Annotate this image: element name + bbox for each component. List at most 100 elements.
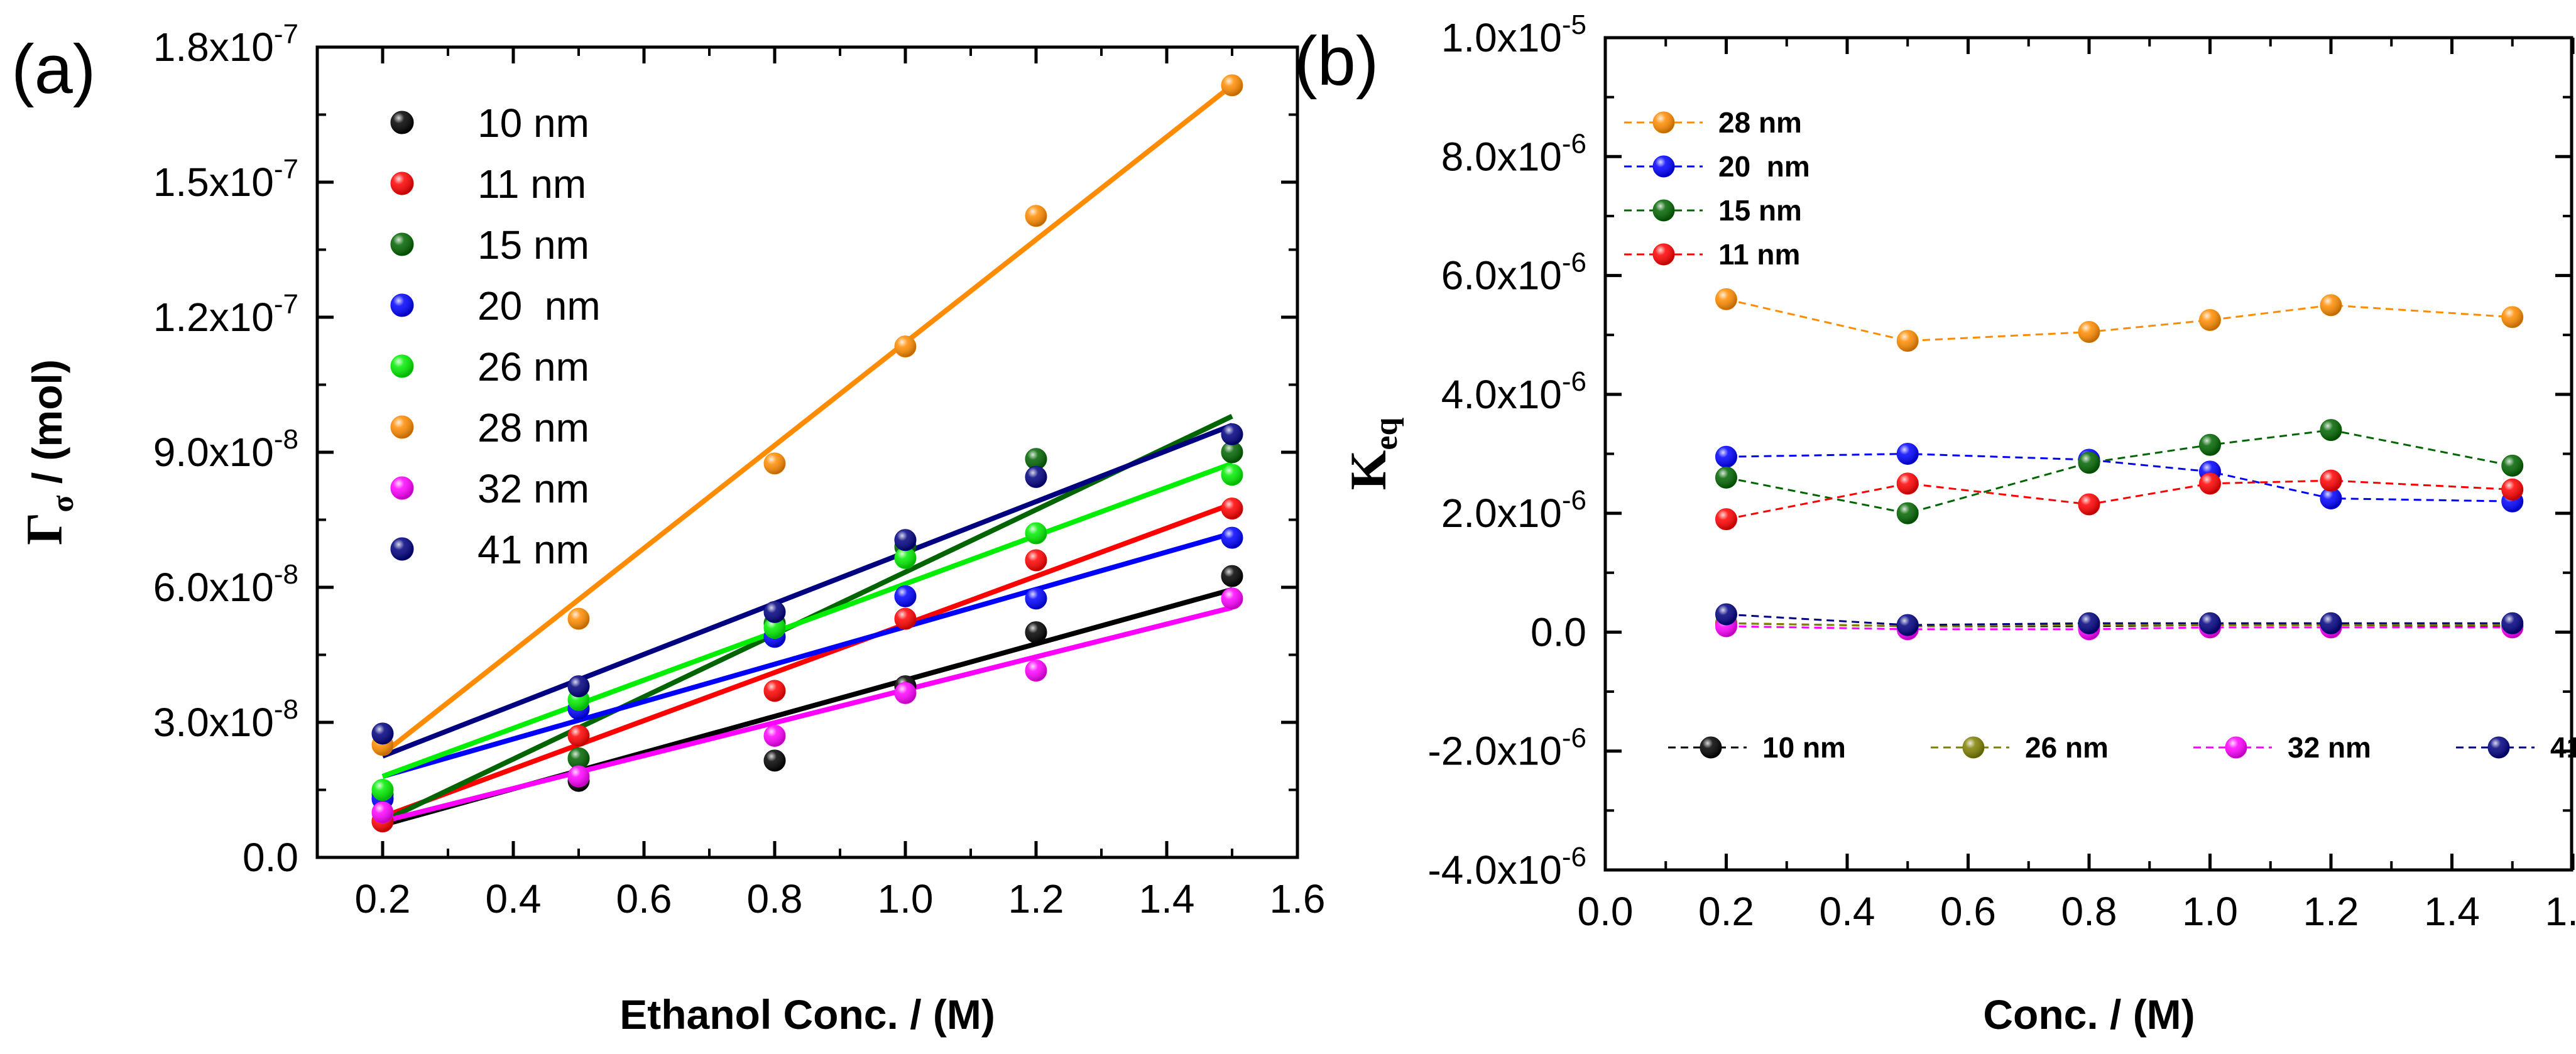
- data-point-15-nm: [1715, 466, 1737, 489]
- y-tick-label-exponent: -6: [1562, 723, 1586, 754]
- y-tick-label-mantissa: 9.0x10: [153, 430, 274, 475]
- data-point-32-nm-shine: [895, 682, 916, 704]
- data-point-41-nm: [567, 675, 590, 698]
- legend-marker-shine: [391, 477, 413, 499]
- data-point-32-nm: [1221, 587, 1243, 610]
- data-point-15-nm: [2320, 419, 2342, 442]
- data-point-41-nm: [1025, 465, 1047, 488]
- y-axis-title-subscript: eq: [1368, 418, 1404, 450]
- x-tick-label: 0.2: [355, 876, 411, 921]
- legend-marker: [390, 111, 414, 134]
- data-point-28-nm: [1715, 288, 1737, 310]
- data-point-41-nm-shine: [1897, 614, 1919, 636]
- data-point-28-nm: [1221, 74, 1243, 97]
- data-point-20-nm: [1896, 443, 1919, 465]
- legend-marker-shine: [391, 294, 413, 317]
- legend-label: 41 nm: [478, 527, 589, 572]
- y-tick-label-mantissa: 4.0x10: [1441, 372, 1562, 417]
- legend-marker: [1652, 111, 1675, 134]
- y-tick-label: -4.0x10-6: [1427, 842, 1586, 893]
- data-point-11-nm-shine: [1897, 472, 1919, 494]
- data-point-10-nm-shine: [1221, 565, 1243, 587]
- y-tick-label-mantissa: 2.0x10: [1441, 491, 1562, 536]
- data-point-32-nm-shine: [1221, 587, 1243, 609]
- data-point-20-nm: [1025, 587, 1047, 610]
- data-point-10-nm-shine: [764, 749, 785, 771]
- y-tick-label-exponent: -5: [1562, 9, 1586, 40]
- legend-marker-shine: [1653, 112, 1674, 133]
- data-point-41-nm: [2199, 612, 2221, 634]
- legend-label: 32 nm: [2288, 731, 2371, 764]
- data-point-15-nm: [2501, 454, 2524, 477]
- y-tick-label-mantissa: 8.0x10: [1441, 134, 1562, 179]
- data-point-32-nm: [894, 682, 917, 704]
- data-point-15-nm: [2078, 452, 2100, 474]
- data-point-41-nm-shine: [1221, 423, 1243, 445]
- data-point-20-nm-shine: [1897, 443, 1919, 465]
- data-point-10-nm: [1221, 565, 1243, 587]
- y-tick-label: 0.0: [243, 835, 298, 880]
- legend-label: 20 nm: [1718, 150, 1810, 183]
- y-tick-label-mantissa: -2.0x10: [1427, 729, 1561, 774]
- data-point-28-nm: [2078, 320, 2100, 343]
- data-point-11-nm: [1715, 508, 1737, 531]
- legend-marker-shine: [1653, 244, 1674, 265]
- x-tick-label: 1.6: [2545, 889, 2576, 934]
- y-tick-label: 1.2x10-7: [153, 289, 298, 340]
- panel-b: 0.00.20.40.60.81.01.21.41.6-4.0x10-6-2.0…: [1294, 9, 2576, 1038]
- y-tick-label-mantissa: 1.0x10: [1441, 15, 1562, 60]
- data-point-41-nm-shine: [372, 722, 393, 744]
- data-point-20-nm-shine: [1025, 587, 1047, 609]
- data-point-28-nm-shine: [2501, 306, 2523, 328]
- data-point-15-nm-shine: [1221, 442, 1243, 463]
- data-point-32-nm-shine: [372, 801, 393, 823]
- fit-line-41-nm: [381, 423, 1233, 759]
- legend-label: 11 nm: [478, 161, 586, 207]
- y-tick-label-mantissa: 0.0: [1531, 609, 1586, 655]
- legend-marker-shine: [1653, 156, 1674, 177]
- legend-label: 28 nm: [1718, 106, 1802, 139]
- legend-marker: [2225, 736, 2247, 759]
- data-point-15-nm-shine: [1025, 448, 1047, 470]
- data-point-41-nm-shine: [764, 601, 785, 623]
- data-point-28-nm-shine: [764, 452, 785, 474]
- legend-label: 28 nm: [478, 405, 589, 450]
- data-point-41-nm-shine: [2501, 612, 2523, 634]
- series-line-15-nm: [1726, 429, 2513, 514]
- data-point-41-nm: [371, 722, 394, 745]
- data-point-32-nm-shine: [1025, 660, 1047, 682]
- legend-marker: [2487, 736, 2510, 759]
- legend-marker: [390, 171, 414, 195]
- data-point-26-nm-shine: [372, 779, 393, 801]
- series-line-28-nm: [1726, 298, 2513, 342]
- y-tick-label-exponent: -7: [274, 154, 298, 185]
- y-tick-label: 6.0x10-8: [153, 559, 298, 610]
- y-tick-label: 2.0x10-6: [1441, 485, 1586, 536]
- y-tick-label-exponent: -6: [1562, 485, 1586, 516]
- legend-label: 26 nm: [2025, 731, 2109, 764]
- data-point-32-nm: [763, 725, 786, 747]
- data-point-41-nm-shine: [1715, 604, 1737, 626]
- data-point-26-nm-shine: [1025, 523, 1047, 544]
- series-line-20-nm: [1726, 452, 2513, 503]
- data-point-26-nm: [1221, 464, 1243, 486]
- y-tick-label: 4.0x10-6: [1441, 366, 1586, 417]
- data-point-32-nm: [371, 801, 394, 823]
- data-point-41-nm: [2320, 612, 2342, 634]
- data-point-28-nm: [2320, 294, 2342, 317]
- data-point-26-nm: [1025, 522, 1047, 545]
- legend-label: 11 nm: [1718, 238, 1800, 271]
- data-point-20-nm-shine: [1715, 446, 1737, 468]
- data-point-26-nm-shine: [764, 617, 785, 639]
- x-tick-label: 1.2: [2303, 889, 2359, 934]
- data-point-20-nm: [2320, 487, 2342, 509]
- y-axis-title-a: Γσ / (mol): [16, 359, 80, 545]
- x-tick-label: 0.6: [616, 876, 672, 921]
- data-point-28-nm-shine: [1221, 74, 1243, 96]
- y-axis-title-symbol: K: [1340, 450, 1397, 490]
- fit-line-26-nm: [381, 461, 1233, 779]
- legend-marker-shine: [391, 111, 413, 134]
- data-point-11-nm: [1221, 497, 1243, 520]
- y-tick-label: 9.0x10-8: [153, 424, 298, 475]
- y-tick-label: 3.0x10-8: [153, 694, 298, 745]
